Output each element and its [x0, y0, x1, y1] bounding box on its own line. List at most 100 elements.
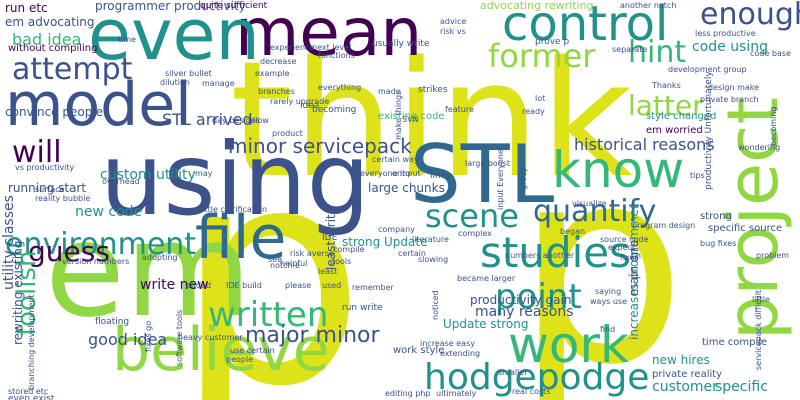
word-private-reality: private reality	[652, 369, 723, 380]
word-heavy-customer: heavy customer	[178, 333, 243, 342]
word-little-clarification: little clarification	[200, 205, 268, 214]
word-historical-reasons: historical reasons	[574, 135, 715, 154]
word-quite-sufficient: quite sufficient	[200, 1, 268, 11]
word-environment: environment	[5, 227, 197, 262]
word-idea: idea	[300, 101, 320, 111]
word-p-large-1: p	[175, 103, 366, 400]
word-mean: mean	[235, 0, 423, 71]
word-even-exist: even exist	[8, 394, 55, 400]
word-attempt: attempt	[12, 52, 133, 87]
word-input-everyone: input Everyone	[496, 149, 505, 210]
word-onto: onto	[392, 169, 410, 178]
word-time-compile: time compile	[702, 337, 768, 348]
word-fixes: fixes	[620, 253, 639, 262]
word-reality-bubble: reality bubble	[35, 194, 91, 203]
word-thanks: Thanks	[652, 81, 681, 90]
word-least: least	[318, 267, 338, 276]
word-group: group	[519, 166, 528, 190]
word-used: used	[322, 281, 342, 290]
word-next-level: next level	[312, 43, 352, 52]
word-began: began	[560, 227, 586, 236]
word-allow: allow	[248, 116, 269, 125]
word-ways-use: ways use	[590, 297, 628, 306]
word-ready: ready	[522, 107, 545, 116]
word-enough: enough	[700, 0, 800, 32]
word-version-numbers: version numbers	[62, 257, 130, 266]
word-wondering: wondering	[738, 143, 781, 152]
word-minor-servicepack: minor servicepack	[228, 134, 412, 158]
word-increase-easy: increase easy	[420, 339, 475, 348]
word-advice: advice	[440, 17, 467, 26]
word-stl-arrived: STL arrived	[162, 110, 253, 129]
word-studies: studies	[480, 228, 632, 277]
word-existing-code: existing code	[378, 111, 445, 122]
word-specific: specific	[715, 379, 768, 395]
word-em: em	[45, 194, 252, 346]
word-even: even	[88, 0, 260, 76]
word-branching-development: branching development	[27, 294, 36, 391]
word-software-tools: software tools	[175, 309, 184, 366]
word-quantify: quantify	[533, 194, 657, 229]
word-example: example	[255, 69, 290, 78]
word-compile: compile	[333, 245, 365, 254]
word-strikes: strikes	[418, 85, 448, 95]
word-dilution: dilution	[160, 78, 190, 87]
word-program-design: program design	[632, 221, 696, 230]
word-file: file	[195, 203, 287, 273]
word-complex: complex	[458, 229, 492, 238]
word-run-etc: run etc	[5, 1, 48, 15]
word-work-style: work style	[393, 345, 445, 356]
word-customer: customer	[652, 379, 718, 395]
word-update-strong: Update strong	[443, 317, 529, 331]
word-overhead: overhead	[102, 177, 140, 186]
word-risk-averse: risk averse	[290, 249, 334, 258]
word-ultimately: ultimately	[436, 389, 477, 398]
word-latter: latter	[628, 89, 704, 122]
word-source-code: source code	[600, 235, 649, 244]
word-little: little	[752, 295, 770, 304]
word-productivity-gain: productivity gain	[470, 293, 572, 307]
word-point: point	[495, 277, 582, 317]
word-many-reasons: many reasons	[475, 304, 574, 320]
word-lot: lot	[535, 94, 546, 103]
word-company: company	[378, 225, 415, 234]
word-saying: saying	[595, 287, 622, 296]
word-manage: manage	[202, 79, 235, 88]
word-custom-utility: custom utility	[100, 167, 196, 183]
word-slowing: slowing	[418, 255, 449, 264]
word-risk-vs: risk vs	[440, 27, 466, 36]
word-specific-source: specific source	[708, 223, 783, 234]
word-ide: IDE	[322, 233, 338, 243]
word-model: model	[5, 70, 192, 140]
word-design-make: design make	[708, 83, 760, 92]
word-run-write: run write	[342, 303, 383, 313]
word-programmer-productivity: programmer productivity	[95, 0, 246, 13]
word-branches: branches	[258, 87, 295, 96]
word-code-using: code using	[692, 39, 769, 55]
word-private-branch: private branch	[700, 95, 759, 104]
word-major-minor: major minor	[245, 323, 380, 348]
word-em-advocating: em advocating	[5, 15, 95, 29]
word-silver-bullet: silver bullet	[165, 69, 212, 78]
word-visualize: visualize	[572, 199, 607, 208]
word-know: know	[552, 141, 685, 199]
word-large-chunks: large chunks	[368, 181, 445, 195]
word-becoming: becoming	[312, 105, 357, 115]
word-development-group: development group	[668, 65, 747, 74]
word-day-besides: day besides	[212, 116, 260, 125]
word-please: please	[285, 281, 312, 290]
word-editing-php: editing php	[385, 389, 431, 398]
word-adopting: adopting	[142, 253, 178, 262]
word-prove-p: prove p	[535, 37, 570, 47]
word-noticed: noticed	[431, 290, 440, 320]
word-using: using	[100, 121, 371, 238]
word-svn: SVN	[402, 115, 419, 124]
word-literature: literature	[412, 235, 449, 244]
word-functions: functions	[318, 51, 355, 60]
word-lines: lines	[430, 171, 451, 181]
word-without-compiling: without compiling	[8, 43, 98, 54]
word-em-worried: em worried	[646, 125, 703, 136]
word-everyone-input: everyone input	[360, 169, 421, 178]
word-stl: STL	[410, 128, 555, 221]
word-became-larger: became larger	[457, 274, 516, 283]
